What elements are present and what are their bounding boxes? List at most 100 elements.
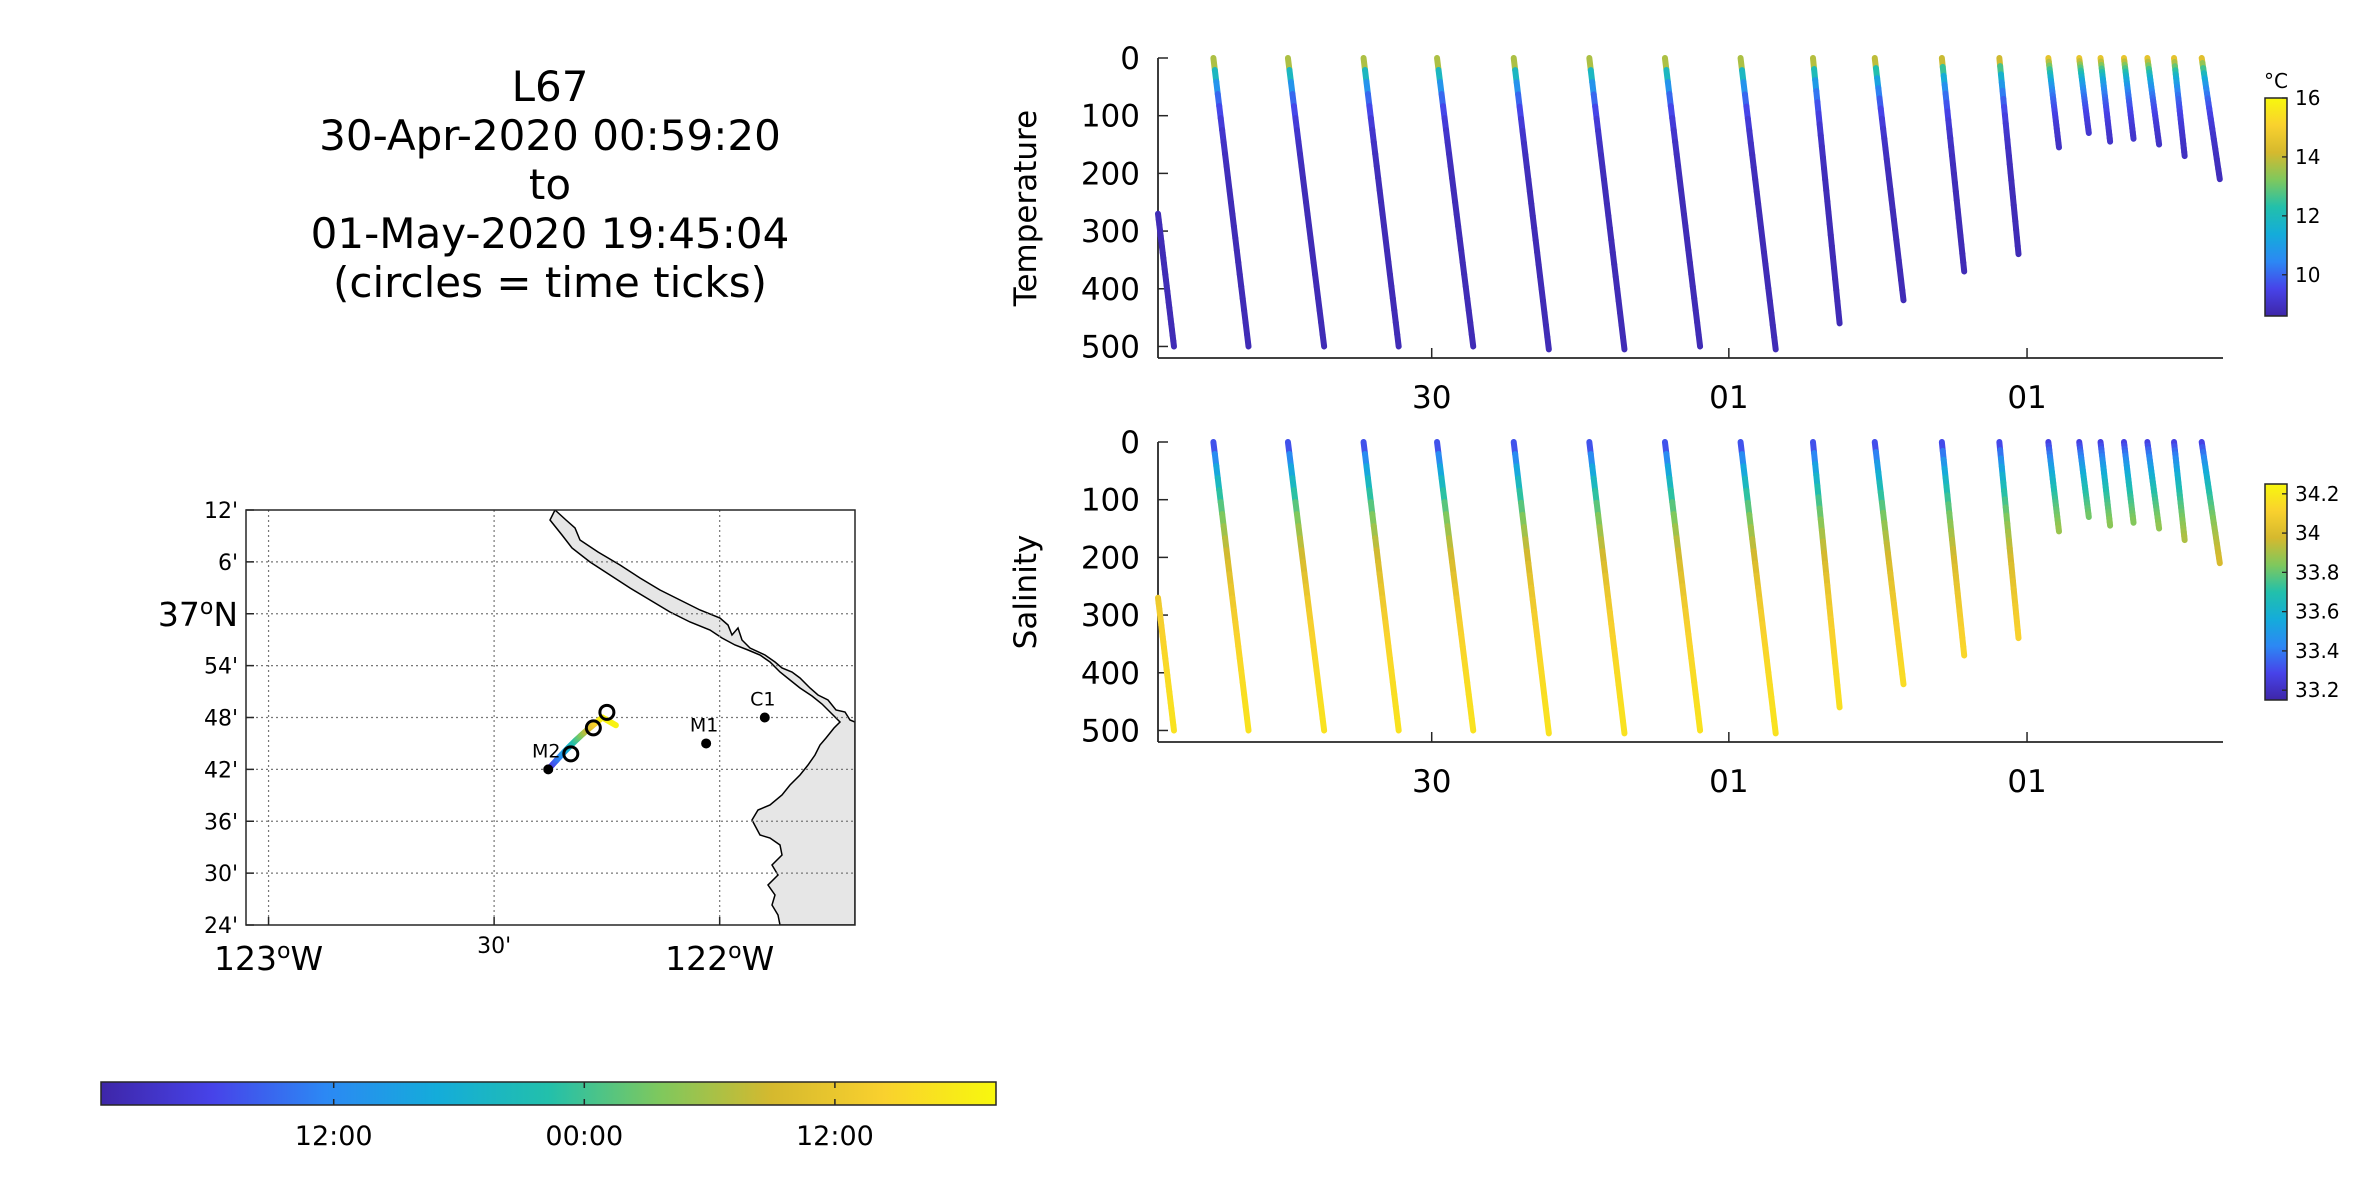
- lat-tick-label: 54': [204, 655, 238, 680]
- hemisphere-letter: N: [213, 595, 238, 634]
- profile-cast: [1434, 55, 1477, 350]
- lat-tick-label: 48': [204, 707, 238, 732]
- profile-segment: [1620, 718, 1628, 737]
- salinity-panel: 0 100 200 300 400 500 30 01 01 Salinity 34.2 34 33.8…: [1008, 425, 2340, 800]
- colorbar-tick-label: 33.4: [2295, 639, 2340, 663]
- profile-segment: [1244, 715, 1252, 734]
- profile-segment: [1544, 334, 1552, 353]
- y-tick-label: 100: [1081, 483, 1140, 519]
- y-tick-label: 200: [1081, 540, 1140, 576]
- profile-cast: [2144, 439, 2163, 532]
- profile-cast: [2120, 439, 2137, 526]
- mooring-stations: M2 M1 C1: [532, 689, 775, 775]
- latitude-ticks: 12' 6' 37oN 54' 48' 42' 36' 30' 24': [158, 499, 254, 939]
- profile-cast: [2198, 439, 2223, 567]
- title-line-end: 01-May-2020 19:45:04: [310, 209, 790, 258]
- profile-segment: [2014, 242, 2022, 258]
- profile-segment: [1771, 718, 1779, 737]
- degree-symbol: o: [277, 939, 290, 964]
- profile-segment: [1544, 718, 1552, 737]
- profile-segment: [1835, 309, 1843, 327]
- time-colorbar-tick-label: 12:00: [796, 1121, 874, 1152]
- profile-cast: [2097, 439, 2114, 529]
- profile-segment: [1244, 331, 1252, 350]
- lat-tick-label: 37oN: [158, 595, 238, 634]
- profile-cast: [1284, 55, 1328, 350]
- profile-segment: [1394, 331, 1402, 350]
- colorbar-bar: [2264, 97, 2288, 317]
- lon-tick-label: 122oW: [665, 939, 774, 978]
- lon-tick-label: 123oW: [214, 939, 323, 978]
- x-tick-label: 30: [1412, 380, 1451, 416]
- time-tick-circle: [598, 703, 616, 721]
- profile-segment: [1620, 334, 1628, 353]
- profile-cast: [1661, 55, 1704, 350]
- profile-cast: [1996, 439, 2022, 642]
- profile-segment: [1960, 259, 1968, 275]
- profile-cast: [2144, 55, 2163, 148]
- profile-segment: [1468, 715, 1477, 734]
- longitude-ticks: 123oW 30' 122oW: [214, 917, 774, 978]
- x-tick-label: 01: [2007, 764, 2046, 800]
- profile-segment: [1835, 693, 1843, 711]
- x-tick-label: 30: [1412, 764, 1451, 800]
- colorbar-tick-label: 16: [2295, 86, 2320, 110]
- profile-cast: [1434, 439, 1477, 734]
- x-tick-label: 01: [1709, 380, 1748, 416]
- colorbar-tick-label: 10: [2295, 263, 2320, 287]
- profile-cast: [1510, 55, 1552, 353]
- profile-segment: [1319, 715, 1328, 734]
- profile-segment: [1394, 715, 1402, 734]
- profile-cast: [1871, 55, 1907, 304]
- time-colorbar-ticks: 12:00 00:00 12:00: [295, 1082, 874, 1152]
- y-tick-label: 100: [1081, 99, 1140, 135]
- glider-track: [545, 703, 619, 773]
- profile-cast: [1210, 55, 1252, 350]
- profile-cast: [1284, 439, 1328, 734]
- time-colorbar-bar: [100, 1081, 997, 1106]
- profile-cast: [1871, 439, 1907, 688]
- profile-cast: [1510, 439, 1552, 737]
- y-tick-label: 500: [1081, 713, 1140, 749]
- y-tick-label: 300: [1081, 214, 1140, 250]
- profile-segment: [2014, 626, 2022, 642]
- y-tick-label: 300: [1081, 598, 1140, 634]
- y-tick-label: 200: [1081, 156, 1140, 192]
- profile-cast: [1360, 439, 1402, 734]
- lat-tick-label: 6': [218, 551, 238, 576]
- profile-cast: [1996, 55, 2022, 258]
- title-line-note: (circles = time ticks): [333, 258, 767, 307]
- lon-tick-label: 30': [477, 934, 511, 959]
- colorbar-tick-label: 33.2: [2295, 678, 2340, 702]
- lat-tick-label: 30': [204, 862, 238, 887]
- lat-tick-label: 24': [204, 914, 238, 939]
- profile-cast: [1360, 55, 1402, 350]
- x-tick-label: 01: [2007, 380, 2046, 416]
- degree-symbol: o: [200, 595, 213, 620]
- profile-cast: [1155, 210, 1177, 350]
- profile-cast: [2045, 55, 2062, 151]
- y-axis-label: Temperature: [1008, 110, 1044, 307]
- colorbar-tick-label: 33.6: [2295, 600, 2340, 624]
- profile-cast: [1938, 55, 1968, 275]
- y-tick-label: 400: [1081, 656, 1140, 692]
- profile-cast: [2097, 55, 2114, 145]
- colorbar-bar: [2264, 483, 2288, 701]
- profile-segment: [1695, 331, 1704, 350]
- y-axis-label: Salinity: [1008, 535, 1044, 650]
- degree-symbol: o: [728, 939, 741, 964]
- colorbar-tick-label: 34.2: [2295, 482, 2340, 506]
- profile-cast: [1586, 55, 1628, 353]
- profile-cast: [1737, 439, 1779, 737]
- time-colorbar: 12:00 00:00 12:00: [100, 1081, 997, 1152]
- profile-cast: [1210, 439, 1252, 734]
- profile-cast: [1661, 439, 1704, 734]
- profile-segment: [1319, 331, 1328, 350]
- colorbar-tick-label: 14: [2295, 145, 2320, 169]
- lat-tick-label: 12': [204, 499, 238, 524]
- title-line-to: to: [528, 160, 572, 209]
- x-tick-label: 01: [1709, 764, 1748, 800]
- profile-cast: [2076, 439, 2092, 520]
- colorbar-tick-label: 12: [2295, 204, 2320, 228]
- title-line-start: 30-Apr-2020 00:59:20: [319, 111, 781, 160]
